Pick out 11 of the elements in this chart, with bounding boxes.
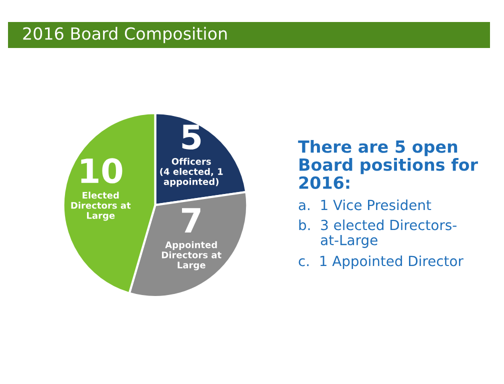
text: a. 1 Vice President xyxy=(298,200,432,210)
text: There are 5 open Board positions for 2016: xyxy=(298,140,478,189)
text: c. 1 Appointed Director xyxy=(298,256,464,269)
text: b. 3 elected Directors- at-Large xyxy=(299,220,456,248)
slice-label: Appointed Directors at Large xyxy=(162,241,222,270)
data-label: 5 xyxy=(182,124,201,150)
slice-label: Elected Directors at Large xyxy=(71,192,131,221)
chart-title: 2016 Board Composition xyxy=(23,26,227,44)
data-label: 10 xyxy=(81,158,122,184)
slice-label: Officers (4 elected, 1 appointed) xyxy=(160,158,223,187)
data-label: 7 xyxy=(182,208,200,232)
